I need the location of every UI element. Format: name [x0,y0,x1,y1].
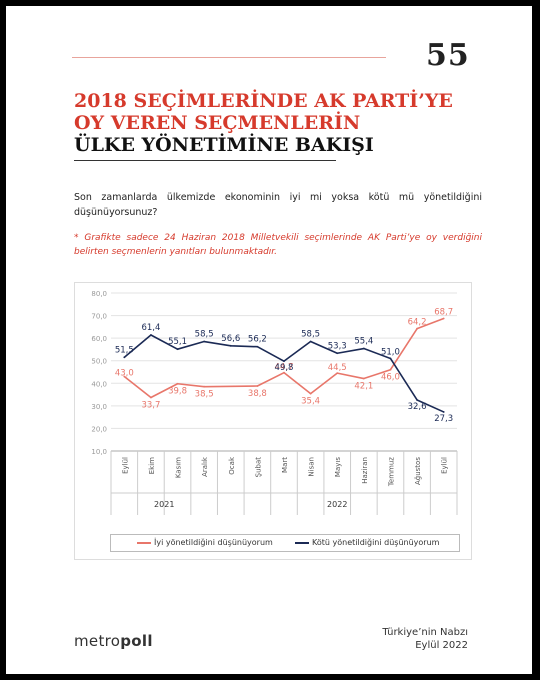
legend-item-bad: Kötü yönetildiğini düşünüyorum [295,538,439,547]
data-point [283,371,285,374]
report-source: Türkiye’nin Nabzı Eylül 2022 [346,626,468,652]
x-tick-label: Mayıs [334,457,342,477]
data-label: 58,5 [301,330,320,340]
year-group-label: 2022 [327,500,347,509]
x-tick-label: Temmuz [387,457,395,487]
data-label: 44,5 [328,363,347,373]
line-chart: 10,0 20,0 30,0 40,0 50,0 60,0 70,0 80,0 Eylül Eki… [91,290,458,515]
logo-text-bold: poll [120,632,153,650]
data-point [229,344,232,347]
y-tick-label: 40,0 [91,380,107,388]
y-tick-label: 50,0 [91,358,107,366]
data-point [150,396,152,399]
data-point [123,356,126,359]
chart-container: 10,0 20,0 30,0 40,0 50,0 60,0 70,0 80,0 Eylül Eki… [74,282,472,560]
chart-legend: İyi yönetildiğini düşünüyorum Kötü yönet… [110,534,460,552]
data-label: 33,7 [141,401,160,411]
logo-text-light: metro [74,632,121,650]
data-label: 53,3 [328,341,347,351]
header-rule [72,57,386,58]
data-point [389,368,392,371]
data-point [176,348,179,351]
x-tick-label: Eylül [121,457,129,474]
source-title: Türkiye’nin Nabzı [382,627,468,638]
legend-label-bad: Kötü yönetildiğini düşünüyorum [312,538,440,547]
legend-item-good: İyi yönetildiğini düşünüyorum [137,538,273,547]
page-title: 2018 SEÇİMLERİNDE AK PARTİ’YE OY VEREN S… [74,90,453,156]
data-label: 64,2 [408,318,427,328]
data-point [150,334,152,336]
data-label: 42,1 [354,382,373,392]
data-label: 43,0 [115,369,134,379]
data-point [256,385,259,387]
data-label: 46,0 [381,373,400,383]
title-line-2: OY VEREN SEÇMENLERİN [74,112,361,134]
data-point [362,347,365,350]
data-label: 27,3 [434,414,453,424]
y-tick-label: 10,0 [91,448,107,456]
data-label: 35,4 [301,397,320,407]
data-label: 44,7 [275,363,294,373]
series-line-good [123,317,444,399]
x-tick-label: Haziran [361,457,369,484]
page-number: 55 [426,38,470,73]
data-label: 51,5 [115,345,134,355]
data-point [336,372,339,375]
data-point [203,340,206,343]
data-label: 61,4 [141,323,160,333]
data-point [389,357,392,360]
data-point [309,392,312,395]
data-point [309,340,312,343]
data-point [416,327,418,330]
legend-label-good: İyi yönetildiğini düşünüyorum [154,538,273,547]
data-label: 32,6 [408,402,427,412]
data-point [176,382,179,385]
data-label: 49,8 [275,363,294,373]
x-tick-label: Şubat [254,457,262,478]
x-tick-label: Ekim [148,457,156,474]
x-tick-label: Eylül [441,457,449,474]
data-point [256,345,259,348]
legend-swatch-bad [295,541,309,544]
data-label: 39,8 [168,387,187,397]
title-line-3: ÜLKE YÖNETİMİNE BAKIŞI [74,134,374,156]
data-point [336,352,339,355]
data-label: 55,1 [168,337,187,347]
data-label: 58,5 [195,330,214,340]
x-tick-label: Kasım [175,457,183,478]
title-line-1: 2018 SEÇİMLERİNDE AK PARTİ’YE [74,90,453,112]
data-label: 38,8 [248,389,267,399]
x-tick-label: Ocak [228,456,236,475]
x-tick-label: Nisan [308,457,316,477]
data-point [203,385,206,388]
x-tick-label: Aralık [201,456,209,477]
legend-swatch-good [137,541,151,544]
data-label: 56,2 [248,335,267,345]
data-point [416,399,418,401]
x-tick-label: Ağustos [414,457,422,485]
metropoll-logo: metropoll [74,632,153,650]
year-group-label: 2021 [154,500,174,509]
data-label: 55,4 [354,337,373,347]
y-tick-label: 70,0 [91,313,107,321]
data-point [362,377,365,380]
data-label: 68,7 [434,308,453,318]
y-tick-label: 30,0 [91,403,107,411]
y-tick-label: 60,0 [91,335,107,343]
data-point [123,375,126,378]
data-label: 56,6 [221,334,240,344]
y-tick-label: 80,0 [91,290,107,298]
data-point [283,360,285,363]
title-rule [74,160,336,161]
data-label: 38,5 [195,390,214,400]
y-tick-label: 20,0 [91,425,107,433]
report-page: 55 2018 SEÇİMLERİNDE AK PARTİ’YE OY VERE… [6,6,532,674]
source-date: Eylül 2022 [415,640,468,651]
survey-question: Son zamanlarda ülkemizde ekonominin iyi … [74,192,482,218]
footnote: * Grafikte sadece 24 Haziran 2018 Millet… [74,233,482,257]
data-point [442,411,445,413]
data-point [442,317,445,320]
data-label: 51,0 [381,347,400,357]
x-tick-label: Mart [281,457,289,473]
